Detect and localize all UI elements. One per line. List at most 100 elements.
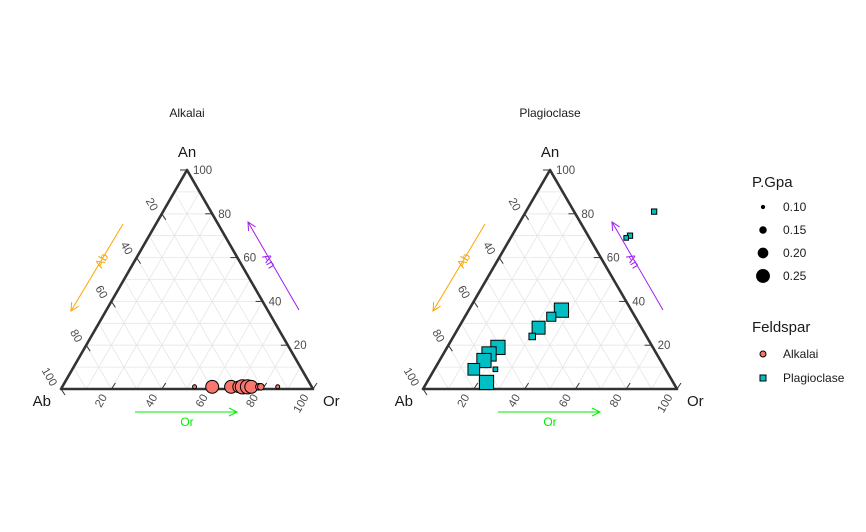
ab-arrow (432, 223, 486, 312)
ab-tick-mark (447, 344, 453, 352)
grid-line (448, 344, 475, 390)
ab-tick-mark (110, 301, 116, 308)
grid-line (85, 345, 112, 390)
or-tick-mark (524, 382, 530, 390)
grid-line (651, 366, 665, 390)
vertex-label-an: An (178, 144, 196, 161)
an-tick-label: 40 (632, 296, 645, 308)
an-arrow-label: An (623, 251, 642, 271)
vertex-label-ab: Ab (33, 393, 51, 410)
ab-tick-label: 20 (506, 196, 523, 213)
ab-tick-label: 60 (455, 284, 472, 301)
ab-arrow-head (70, 302, 79, 312)
legend-size-label: 0.15 (783, 223, 807, 237)
data-point-alkalai (257, 383, 265, 391)
grid-line (123, 279, 188, 390)
legend-size-label: 0.10 (783, 200, 807, 214)
grid-line (287, 366, 301, 390)
grid-line (575, 301, 627, 390)
or-tick-mark (473, 382, 479, 390)
or-tick-mark (676, 382, 682, 390)
grid-line (136, 235, 226, 390)
an-tick-label: 100 (193, 165, 212, 177)
legend-color-key-alkalai (759, 350, 767, 358)
data-points (467, 208, 658, 391)
data-point-plagioclase (546, 311, 557, 322)
an-tick-label: 60 (243, 253, 256, 265)
legend-color-key-plagioclase (759, 374, 767, 382)
panel-title: Alkalai (169, 106, 204, 120)
vertex-label-ab: Ab (395, 393, 413, 410)
data-point-alkalai (275, 384, 281, 390)
ab-arrow-line (432, 223, 486, 312)
triangle-border (421, 168, 679, 391)
or-tick-label: 80 (244, 393, 261, 410)
an-arrow-head (611, 221, 620, 231)
ab-arrow-head (432, 302, 441, 312)
or-tick-label: 20 (456, 393, 473, 410)
legend-size-key (756, 269, 770, 283)
legend-size-key (759, 226, 767, 234)
grid (73, 191, 301, 390)
or-tick-mark (161, 382, 167, 390)
ab-tick-label: 40 (480, 240, 497, 257)
vertex-label-or: Or (323, 393, 340, 410)
grid-line (85, 191, 200, 390)
ab-tick-mark (422, 388, 428, 396)
data-point-plagioclase (528, 332, 537, 341)
data-point-alkalai (192, 384, 198, 390)
legend-size-label: 0.20 (783, 246, 807, 260)
legend-color-label: Plagioclase (783, 371, 845, 385)
an-arrow-line (247, 221, 300, 311)
ab-tick-mark (85, 344, 91, 352)
grid-line (186, 279, 251, 390)
an-arrow-line (611, 221, 664, 311)
triangle-border (59, 168, 315, 391)
data-points (192, 379, 281, 395)
grid-line (211, 301, 263, 390)
an-tick-label: 40 (269, 296, 282, 308)
or-tick-mark (110, 382, 116, 390)
data-point-plagioclase (623, 235, 630, 241)
ab-tick-label: 80 (67, 328, 84, 345)
ab-tick-label: 20 (143, 196, 160, 213)
an-arrow (611, 221, 664, 311)
grid-line (262, 345, 289, 390)
grid-line (448, 191, 564, 390)
an-tick-label: 20 (294, 340, 307, 352)
an-tick-label: 60 (607, 253, 620, 265)
data-point-alkalai (205, 379, 220, 394)
grid-line (600, 323, 640, 390)
grid-line (549, 279, 614, 390)
an-tick-label: 80 (581, 209, 594, 221)
ab-arrow-label: Ab (454, 250, 474, 270)
panel-title: Plagioclase (519, 106, 581, 120)
or-arrow-head (228, 407, 239, 417)
or-tick-label: 60 (557, 393, 574, 410)
or-tick-mark (312, 382, 318, 390)
grid-line (625, 344, 652, 390)
or-tick-label: 100 (656, 393, 676, 416)
ab-tick-mark (136, 257, 142, 264)
an-tick-label: 80 (218, 209, 231, 221)
or-tick-label: 80 (608, 393, 625, 410)
ab-tick-mark (161, 213, 167, 221)
or-tick-label: 100 (292, 393, 312, 416)
ab-tick-label: 100 (39, 366, 59, 389)
grid-line (486, 279, 551, 390)
an-tick-label: 20 (658, 340, 671, 352)
legend-size-key (760, 204, 766, 210)
panel-plagioclase: Plagioclase 20 20 20 40 40 40 60 60 60 80 80 80 100 10… (395, 106, 704, 429)
grid-line (435, 366, 449, 390)
or-arrow (498, 407, 602, 417)
or-tick-label: 60 (194, 393, 211, 410)
grid-line (73, 366, 87, 390)
grid-line (111, 301, 163, 390)
legend: P.Gpa Feldspar 0.10 0.15 0.20 0.25 Alkalai Pl… (752, 174, 845, 385)
grid-line (237, 323, 276, 390)
data-point-plagioclase (467, 362, 481, 376)
panel-alkalai: Alkalai 20 20 20 40 40 40 60 60 60 80 80 80 100 100 100… (33, 106, 340, 429)
or-arrow-label: Or (180, 415, 193, 429)
grid-line (536, 191, 652, 390)
